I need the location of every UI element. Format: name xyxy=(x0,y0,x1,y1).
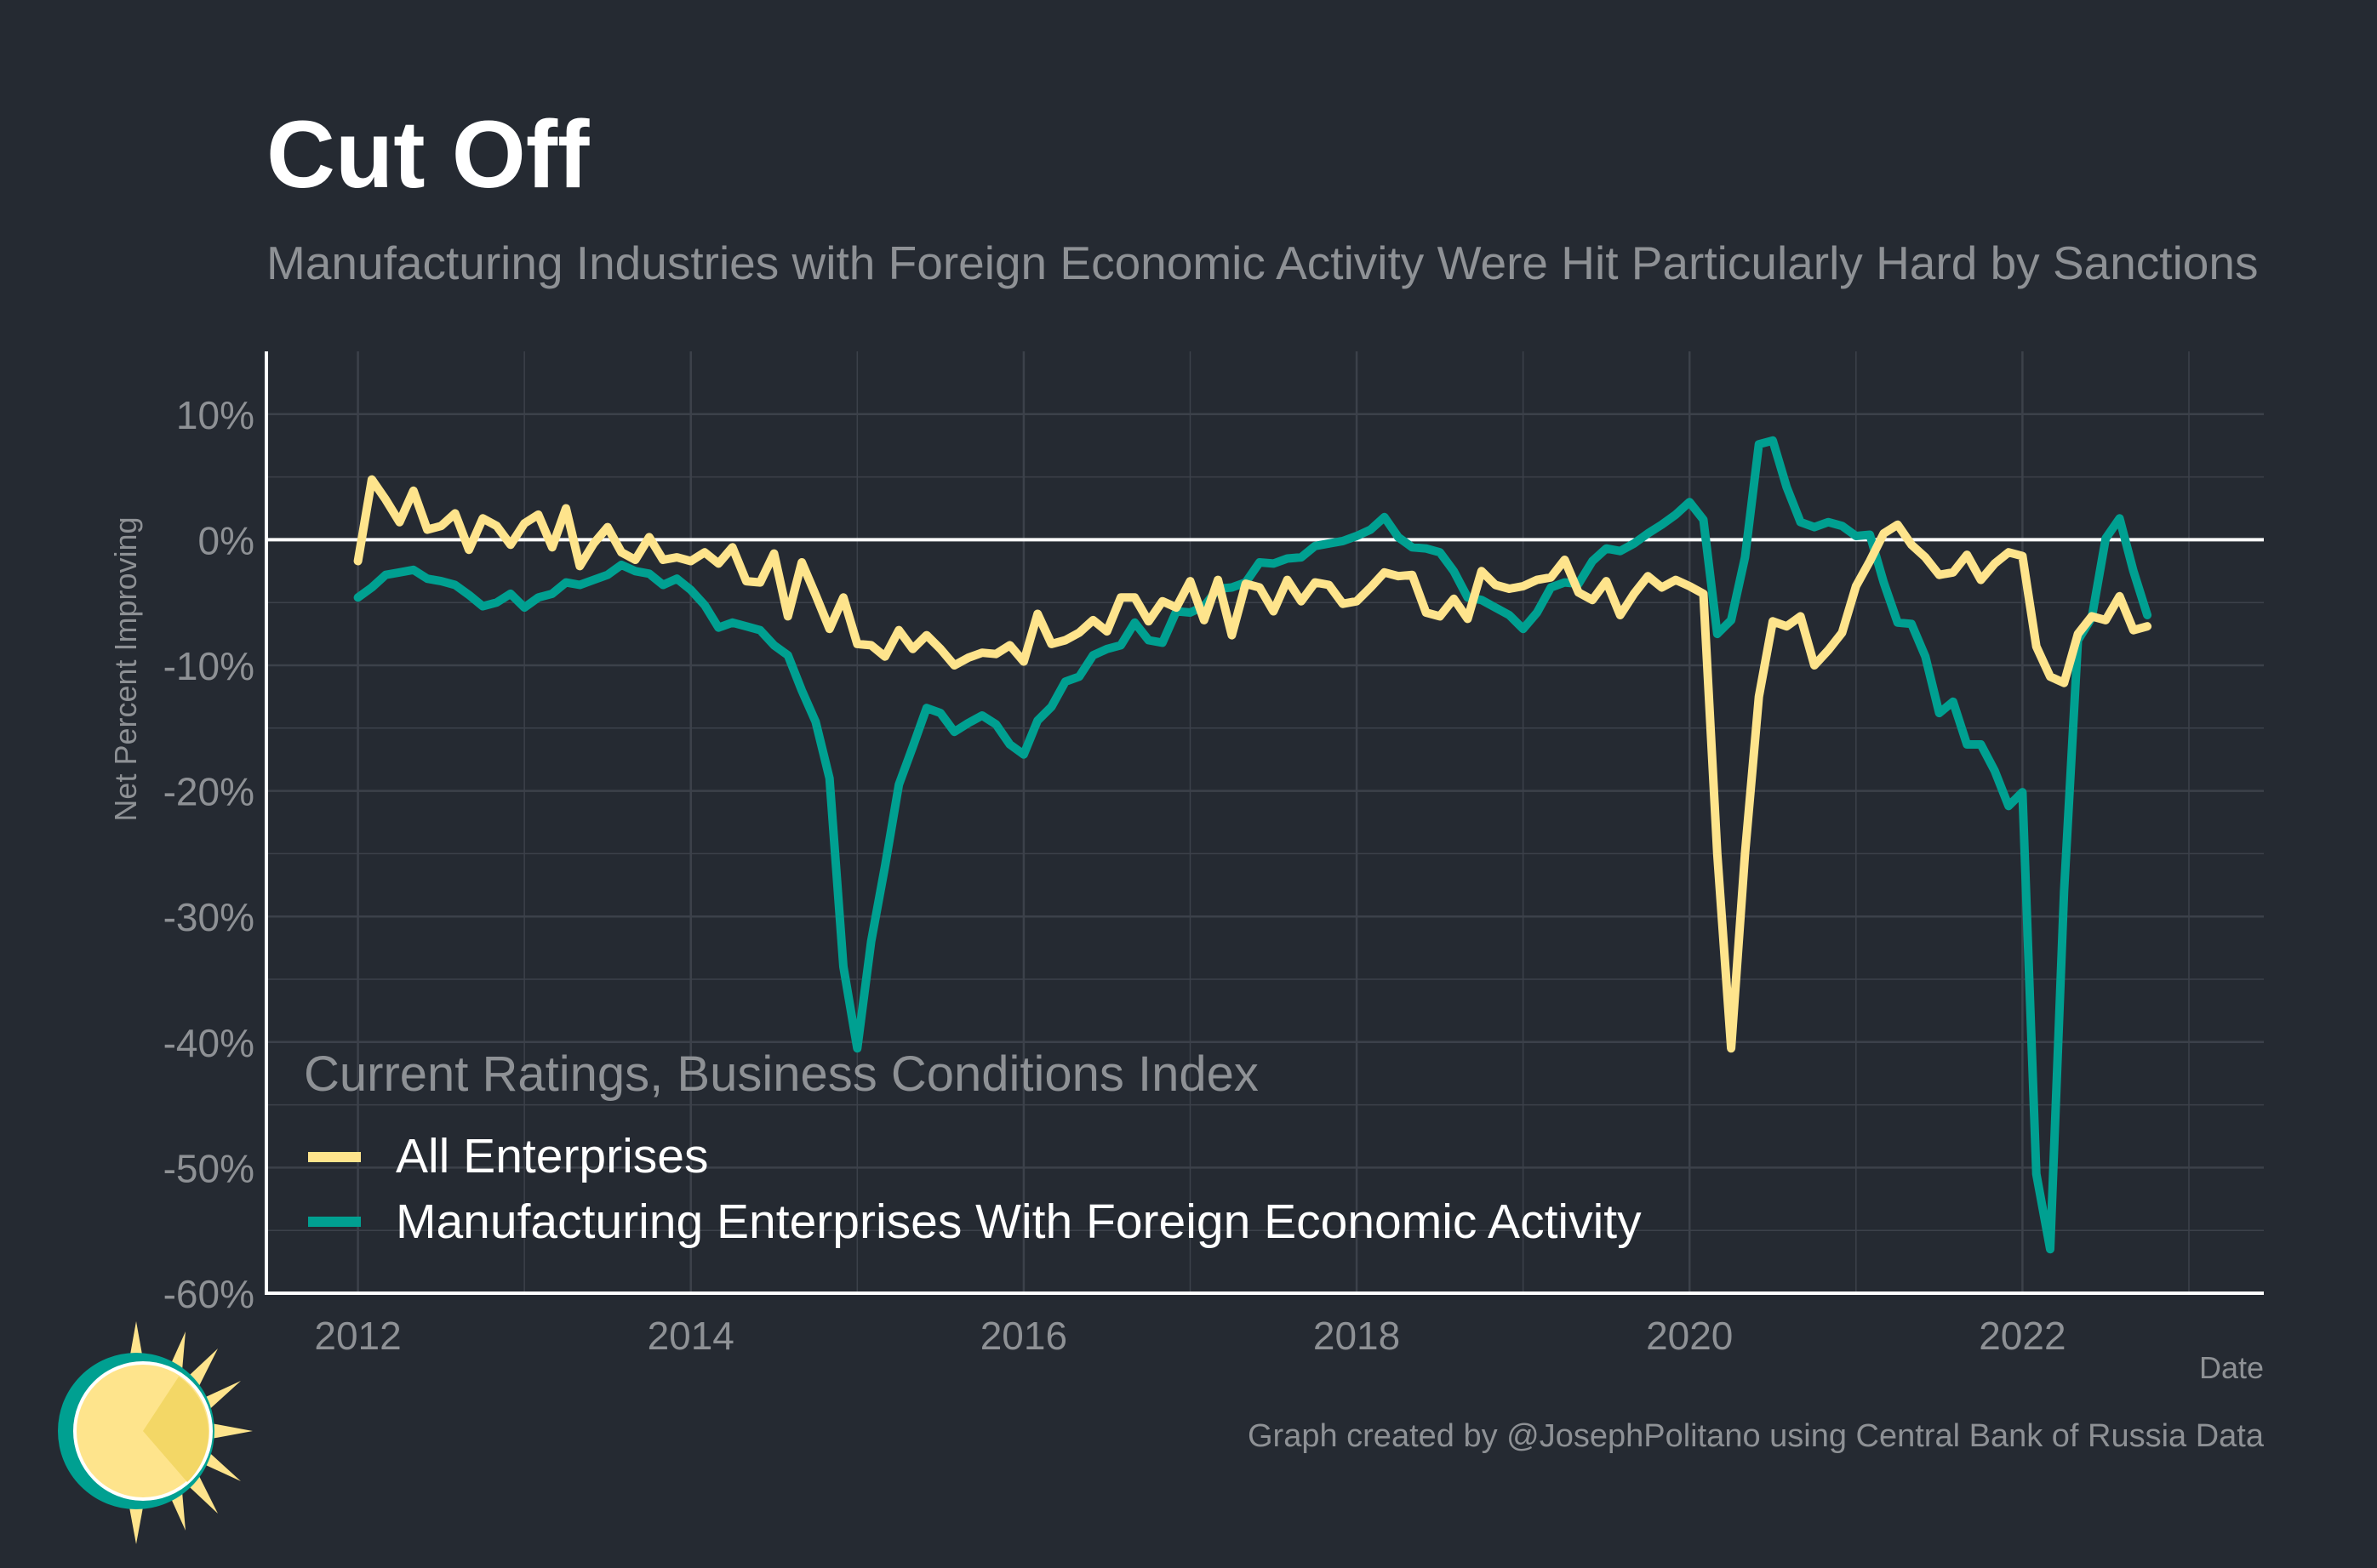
series-line-manufacturing-foreign xyxy=(353,436,2152,1254)
y-tick-label: 10% xyxy=(176,393,254,437)
x-tick-label: 2014 xyxy=(648,1314,734,1358)
axes xyxy=(265,351,2264,1295)
y-tick-label: -50% xyxy=(163,1146,254,1190)
x-tick-label: 2012 xyxy=(314,1314,401,1358)
y-tick-label: -40% xyxy=(163,1021,254,1065)
chart-title: Cut Off xyxy=(266,101,590,208)
series-line-all-enterprises xyxy=(353,475,2152,1053)
y-tick-label: -20% xyxy=(163,770,254,814)
y-tick-label: 0% xyxy=(198,518,254,562)
x-tick-label: 2020 xyxy=(1646,1314,1733,1358)
legend: Current Ratings, Business Conditions Ind… xyxy=(304,1046,1642,1249)
sun-logo xyxy=(58,1321,253,1544)
y-tick-label: -10% xyxy=(163,644,254,688)
legend-title: Current Ratings, Business Conditions Ind… xyxy=(304,1046,1259,1102)
y-axis-label: Net Percent Improving xyxy=(108,516,143,821)
series-lines xyxy=(266,436,2264,1254)
sun-shadow xyxy=(143,1377,209,1482)
y-tick-label: -60% xyxy=(163,1272,254,1316)
y-tick-label: -30% xyxy=(163,895,254,939)
legend-label-all-enterprises: All Enterprises xyxy=(396,1129,708,1183)
legend-label-manufacturing-foreign: Manufacturing Enterprises With Foreign E… xyxy=(396,1195,1642,1249)
caption: Graph created by @JosephPolitano using C… xyxy=(1248,1418,2265,1454)
x-tick-label: 2022 xyxy=(1979,1314,2066,1358)
x-axis-label: Date xyxy=(2199,1350,2264,1385)
x-tick-label: 2018 xyxy=(1313,1314,1400,1358)
x-tick-label: 2016 xyxy=(980,1314,1067,1358)
chart-subtitle: Manufacturing Industries with Foreign Ec… xyxy=(266,237,2258,289)
tick-labels: -60% -50% -40% -30% -20% -10% 0% 10% 2012 2014 201… xyxy=(163,393,2066,1358)
